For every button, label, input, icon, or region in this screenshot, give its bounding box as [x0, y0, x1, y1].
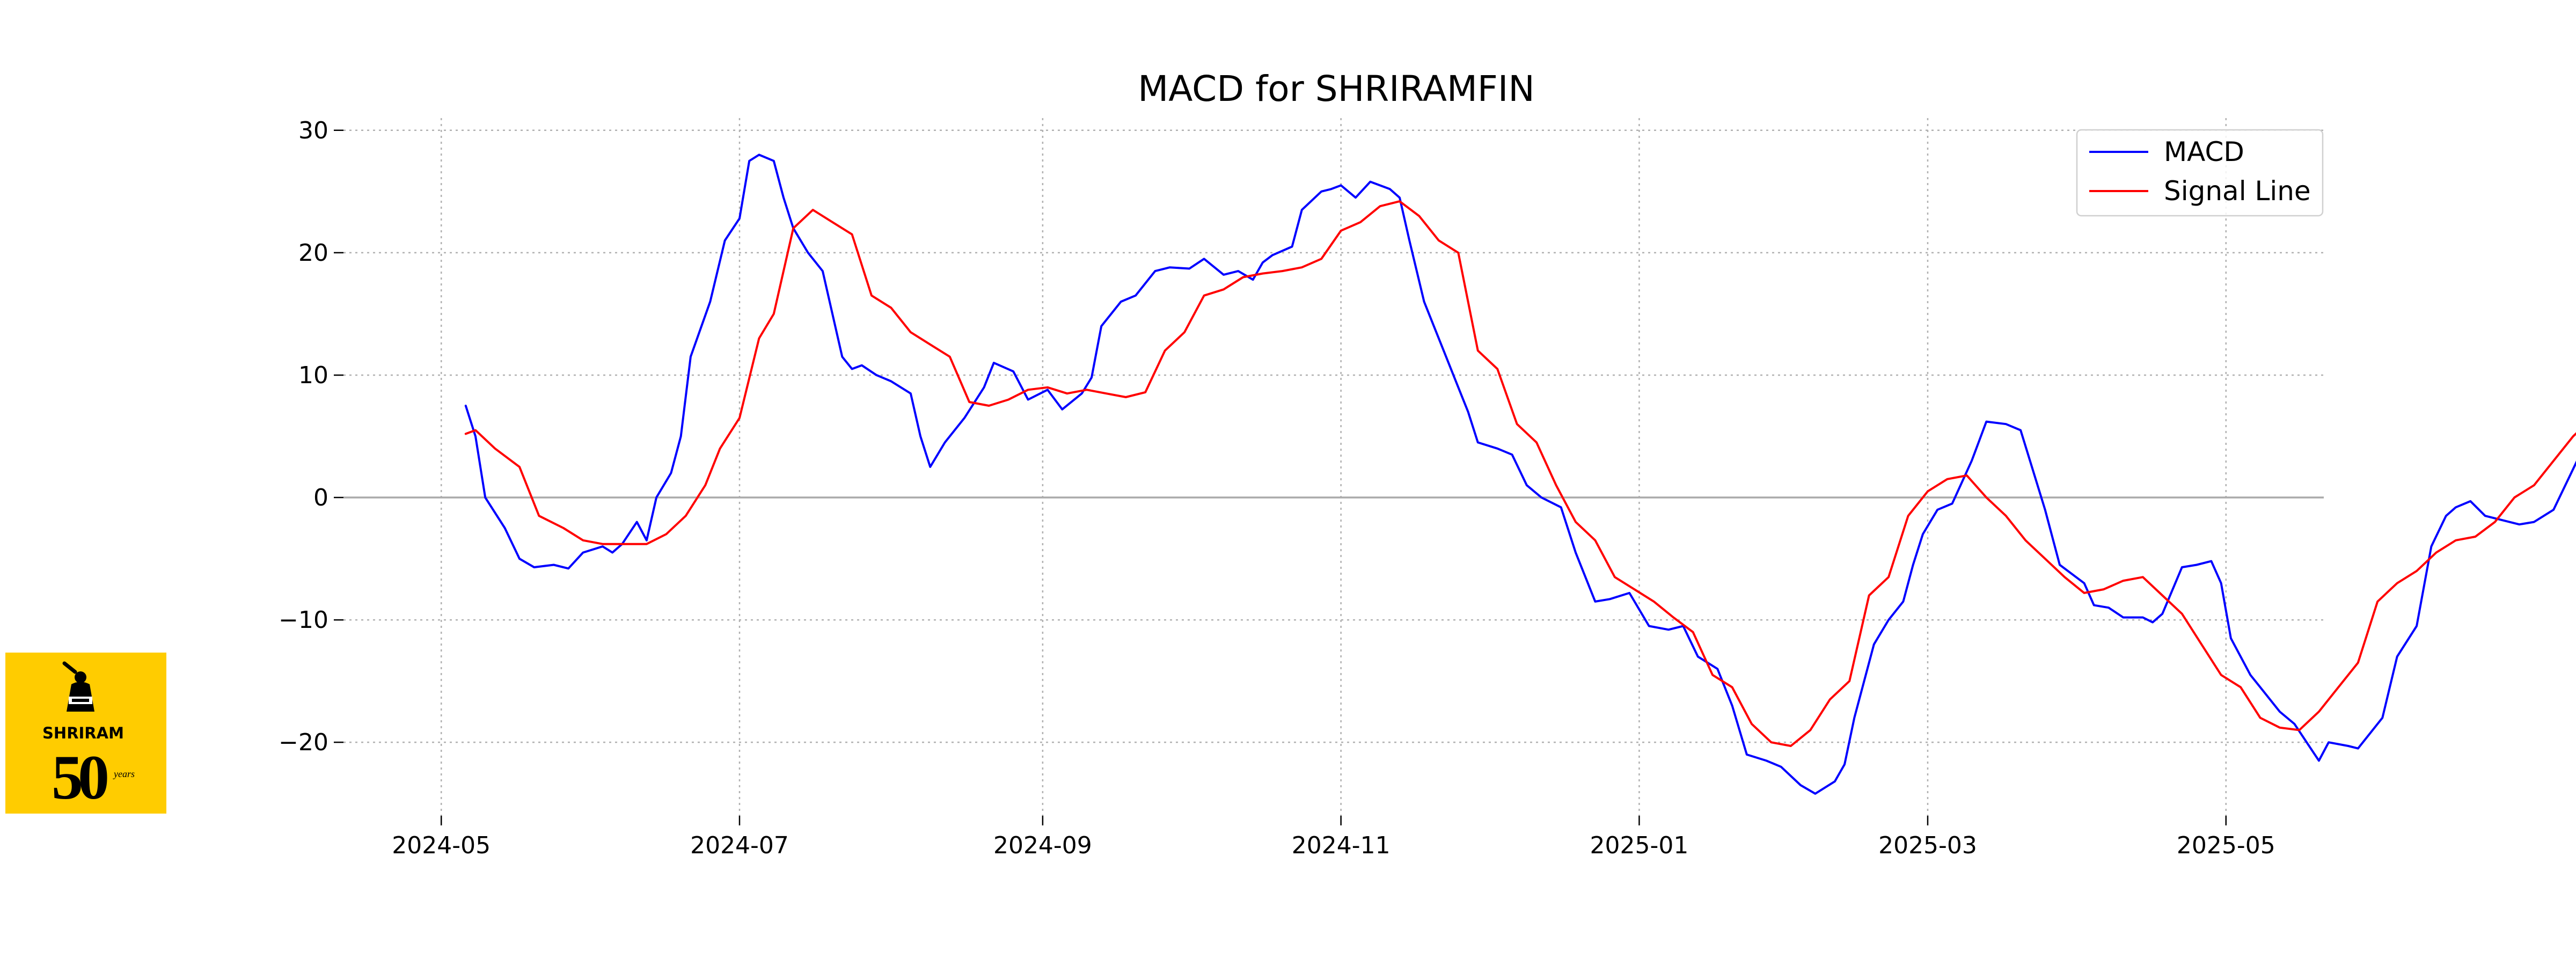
macd-series-line	[464, 153, 2576, 795]
logo-years-text: years	[113, 769, 135, 779]
x-tick-label: 2024-11	[1292, 832, 1391, 859]
x-tick-label: 2024-07	[690, 832, 789, 859]
y-tick-label: 30	[298, 117, 328, 144]
shriram-50-years-logo: SHRIRAM 50 years	[5, 653, 166, 814]
x-tick-label: 2025-01	[1590, 832, 1689, 859]
logo-number-text: 50	[52, 742, 107, 813]
x-tick-label: 2025-03	[1878, 832, 1977, 859]
legend-label-signal-line: Signal Line	[2164, 175, 2311, 207]
chart-title: MACD for SHRIRAMFIN	[1138, 68, 1534, 109]
y-tick-label: −20	[279, 729, 328, 756]
x-tick-label: 2024-05	[392, 832, 491, 859]
logo-brand-text: SHRIRAM	[42, 724, 124, 742]
legend-label-macd: MACD	[2164, 136, 2244, 167]
y-tick-label: −10	[279, 606, 328, 634]
mascot-icon	[62, 661, 94, 712]
legend: MACD Signal Line	[2076, 129, 2324, 217]
grid	[343, 118, 2324, 816]
y-tick-label: 20	[298, 239, 328, 267]
y-tick-label: 10	[298, 362, 328, 389]
x-tick-label: 2025-05	[2177, 832, 2275, 859]
x-tick-label: 2024-09	[993, 832, 1092, 859]
y-tick-label: 0	[313, 484, 328, 511]
axes: −20 −10 0 10 20 30 2024-05 2024-07 2024-09 2024-1…	[279, 117, 2275, 859]
signal-series-line	[464, 200, 2576, 747]
series-layer	[464, 153, 2576, 795]
